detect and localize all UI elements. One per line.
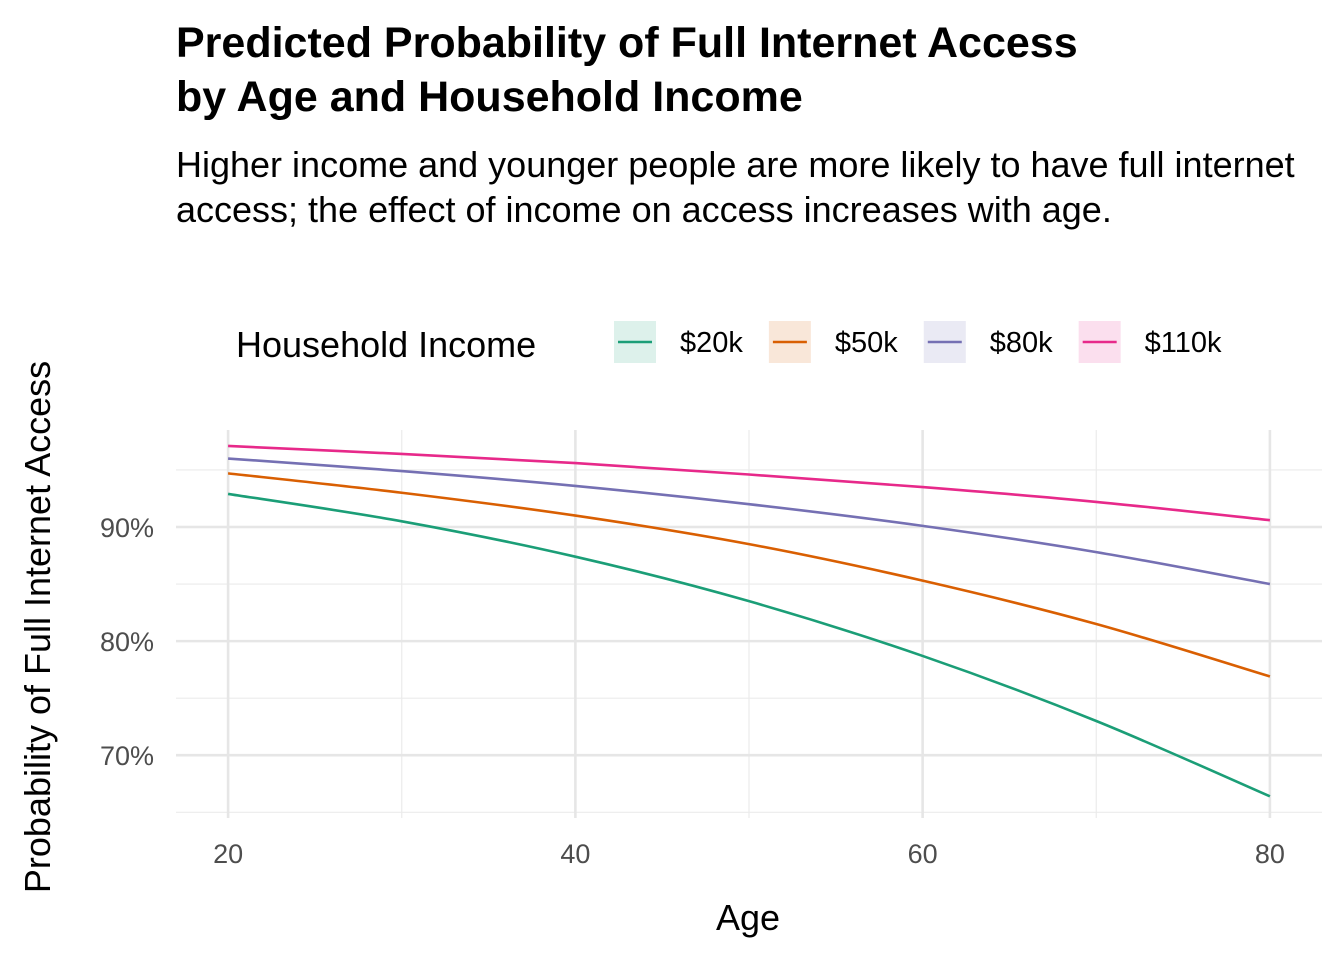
series-line-20k bbox=[227, 492, 1271, 798]
x-axis-title: Age bbox=[716, 897, 780, 938]
y-axis-title: Probability of Full Internet Access bbox=[17, 361, 58, 893]
legend-item-50k: $50k bbox=[768, 321, 898, 363]
series-line-80k bbox=[227, 457, 1271, 586]
series-lines bbox=[227, 444, 1271, 798]
legend: Household Income $20k $50k $80k $110k bbox=[236, 321, 1222, 365]
chart-subtitle: Higher income and younger people are mor… bbox=[176, 144, 1295, 230]
y-tick-label: 80% bbox=[100, 627, 154, 657]
legend-item-20k: $20k bbox=[614, 321, 743, 363]
x-tick-label: 20 bbox=[213, 839, 243, 869]
y-axis-ticks: 70% 80% 90% bbox=[100, 513, 154, 771]
legend-item-80k: $80k bbox=[923, 321, 1053, 363]
x-tick-label: 80 bbox=[1255, 839, 1285, 869]
y-tick-label: 90% bbox=[100, 513, 154, 543]
legend-item-110k: $110k bbox=[1078, 321, 1222, 363]
x-tick-label: 40 bbox=[560, 839, 590, 869]
y-tick-label: 70% bbox=[100, 741, 154, 771]
series-line-50k bbox=[227, 472, 1271, 678]
x-tick-label: 60 bbox=[908, 839, 938, 869]
legend-label: $110k bbox=[1145, 327, 1222, 359]
chart-title: Predicted Probability of Full Internet A… bbox=[176, 19, 1078, 121]
series-line-110k bbox=[228, 444, 1271, 522]
legend-title: Household Income bbox=[236, 324, 536, 365]
x-axis-ticks: 20 40 60 80 bbox=[213, 839, 1285, 869]
legend-label: $20k bbox=[680, 327, 743, 359]
legend-label: $80k bbox=[990, 327, 1053, 359]
legend-label: $50k bbox=[835, 327, 898, 359]
grid bbox=[176, 430, 1322, 818]
